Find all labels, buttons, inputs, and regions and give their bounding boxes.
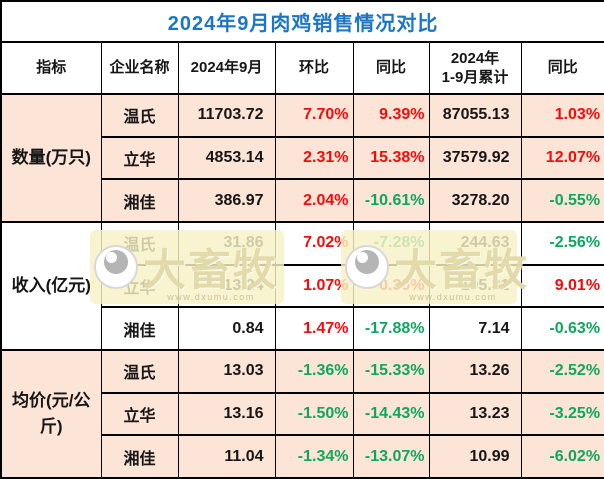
mom-pct-cell: 7.02% — [274, 220, 354, 266]
value-cell: 4853.14 — [177, 135, 276, 181]
ytd-yoy-pct-cell: 12.07% — [520, 135, 604, 181]
ytd-yoy-pct-cell: -2.52% — [520, 348, 604, 394]
company-cell: 温氏 — [100, 348, 179, 394]
mom-pct-cell: -1.36% — [274, 348, 354, 394]
table-title: 2024年9月肉鸡销售情况对比 — [0, 0, 604, 43]
watermark: 大畜牧 www.dxumu.com — [341, 230, 527, 304]
ytd-value-cell: 13.23 — [428, 391, 522, 437]
mom-pct-cell: 2.31% — [274, 135, 354, 181]
col-header-mom: 环比 — [274, 41, 354, 95]
col-header-company: 企业名称 — [100, 41, 179, 95]
company-cell: 湘佳 — [100, 178, 179, 223]
mom-pct-cell: 7.70% — [274, 93, 354, 138]
table-row: 数量(万只) 温氏 11703.72 7.70% 9.39% 87055.13 … — [0, 93, 604, 223]
ytd-yoy-pct-cell: 9.01% — [520, 263, 604, 309]
value-cell: 13.16 — [177, 391, 276, 437]
table-row: 均价(元/公斤) 温氏 13.03 -1.36% -15.33% 13.26 -… — [0, 348, 604, 479]
company-cell: 湘佳 — [100, 434, 179, 479]
value-cell: 386.97 — [177, 178, 276, 223]
group-label-quantity: 数量(万只) — [0, 93, 102, 223]
ytd-yoy-pct-cell: -6.02% — [520, 434, 604, 479]
watermark-brand: 大畜牧 — [143, 247, 278, 295]
watermark-url: www.dxumu.com — [409, 292, 497, 302]
ytd-yoy-pct-cell: -0.63% — [520, 306, 604, 351]
company-cell: 温氏 — [100, 93, 179, 138]
eye-logo-icon — [345, 245, 389, 289]
mom-pct-cell: 1.47% — [274, 306, 354, 351]
ytd-value-cell: 37579.92 — [428, 135, 522, 181]
group-label-revenue: 收入(亿元) — [0, 220, 102, 351]
table-row: 立华 13.16 -1.50% -14.43% 13.23 -3.25% — [1, 391, 604, 437]
company-cell: 立华 — [100, 391, 179, 437]
ytd-yoy-pct-cell: -2.56% — [520, 220, 604, 266]
ytd-yoy-pct-cell: -3.25% — [520, 391, 604, 437]
mom-pct-cell: 1.07% — [274, 263, 354, 309]
table-row: 立华 4853.14 2.31% 15.38% 37579.92 12.07% — [1, 135, 604, 181]
yoy-pct-cell: -15.33% — [352, 348, 430, 394]
ytd-value-cell: 3278.20 — [428, 178, 522, 223]
yoy-pct-cell: 9.39% — [352, 93, 430, 138]
col-header-sep2024: 2024年9月 — [177, 41, 276, 95]
ytd-yoy-pct-cell: 1.03% — [520, 93, 604, 138]
col-header-yoy: 同比 — [352, 41, 430, 95]
table-row: 湘佳 11.04 -1.34% -13.07% 10.99 -6.02% — [1, 434, 604, 479]
company-cell: 湘佳 — [100, 306, 179, 351]
yoy-pct-cell: -10.61% — [352, 178, 430, 223]
value-cell: 13.03 — [177, 348, 276, 394]
mom-pct-cell: 2.04% — [274, 178, 354, 223]
table-row: 湘佳 386.97 2.04% -10.61% 3278.20 -0.55% — [1, 178, 604, 223]
group-label-avg-price: 均价(元/公斤) — [0, 348, 102, 479]
ytd-value-cell: 7.14 — [428, 306, 522, 351]
value-cell: 0.84 — [177, 306, 276, 351]
col-header-ytd-yoy: 同比 — [520, 41, 604, 95]
col-header-indicator: 指标 — [0, 41, 102, 95]
mom-pct-cell: -1.34% — [274, 434, 354, 479]
yoy-pct-cell: -13.07% — [352, 434, 430, 479]
watermark-brand: 大畜牧 — [394, 247, 529, 295]
yoy-pct-cell: -14.43% — [352, 391, 430, 437]
watermark-url: www.dxumu.com — [167, 292, 255, 302]
value-cell: 11703.72 — [177, 93, 276, 138]
ytd-value-cell: 13.26 — [428, 348, 522, 394]
watermark: 大畜牧 www.dxumu.com — [90, 230, 284, 304]
yoy-pct-cell: 15.38% — [352, 135, 430, 181]
mom-pct-cell: -1.50% — [274, 391, 354, 437]
value-cell: 11.04 — [177, 434, 276, 479]
col-header-ytd: 2024年 1-9月累计 — [428, 41, 522, 95]
ytd-value-cell: 10.99 — [428, 434, 522, 479]
company-cell: 立华 — [100, 135, 179, 181]
table-row: 湘佳 0.84 1.47% -17.88% 7.14 -0.63% — [1, 306, 604, 351]
yoy-pct-cell: -17.88% — [352, 306, 430, 351]
eye-logo-icon — [94, 245, 138, 289]
ytd-value-cell: 87055.13 — [428, 93, 522, 138]
ytd-yoy-pct-cell: -0.55% — [520, 178, 604, 223]
